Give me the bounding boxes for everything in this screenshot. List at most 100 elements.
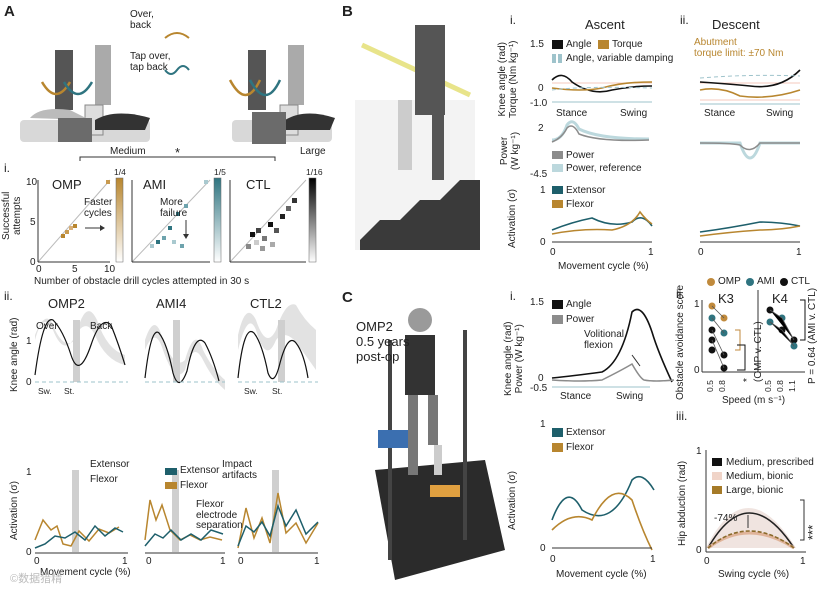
legend-tap: Tap over, tap back xyxy=(130,51,171,73)
phase-stance-b1: Stance xyxy=(556,108,588,119)
legend-omp: OMP xyxy=(718,276,741,287)
obstacle-medium-label: Medium xyxy=(110,146,146,157)
legend-variable-b: Angle, variable damping xyxy=(566,53,674,64)
ytick-knee-1: 1 xyxy=(26,336,32,347)
legend-dot-ctl xyxy=(780,278,788,286)
xtick-speed-0.8b: 0.8 xyxy=(775,380,785,392)
xtick-c-0: 0 xyxy=(550,554,556,565)
legend-swatch-angle-c xyxy=(552,300,563,309)
annotation-minus-74: -74% xyxy=(714,513,738,524)
title-ascent: Ascent xyxy=(585,17,625,32)
legend-power-b: Power xyxy=(566,150,595,161)
panel-label-b: B xyxy=(342,3,353,20)
legend-swatch-flexor-c xyxy=(552,443,563,452)
panel-c-iii-label: iii. xyxy=(676,409,688,423)
legend-dot-omp xyxy=(707,278,715,286)
group-k3: K3 xyxy=(718,291,734,306)
xtick-a-0: 0 xyxy=(34,556,40,567)
ytick-act-b-1: 1 xyxy=(540,185,546,196)
xtick-a-3: 1 xyxy=(220,556,226,567)
xtick-hip-1: 1 xyxy=(800,556,806,567)
sig-hip: *** xyxy=(805,524,820,540)
descent-activation-plot xyxy=(699,221,801,243)
legend-medium-prescribed: Medium, prescribed xyxy=(726,457,814,468)
ytick-c-1.5: 1.5 xyxy=(530,297,544,308)
legend-extensor-a: Extensor xyxy=(90,459,130,470)
ylabel-activation-a: Activation (σ) xyxy=(9,481,20,540)
subject-label: OMP2 0.5 years post-op xyxy=(356,319,410,364)
legend-extensor-b: Extensor xyxy=(566,185,606,196)
ylabel-activation-b: Activation (σ) xyxy=(507,189,518,248)
tap-glyph xyxy=(164,65,190,75)
obstacle-score-scatter xyxy=(701,290,806,373)
phase-swing-c: Swing xyxy=(616,391,644,402)
panel-b-i-label: i. xyxy=(510,13,516,27)
phase-sw-2: Sw. xyxy=(244,386,258,396)
ytick-b-0: 0 xyxy=(538,83,544,94)
ascent-angle-plot xyxy=(551,74,653,103)
legend-extensor-c: Extensor xyxy=(566,427,606,438)
xtick-b-1: 1 xyxy=(648,247,654,258)
group-k4: K4 xyxy=(772,291,788,306)
watermark: ©数据猎精 xyxy=(10,573,63,585)
heatmap-omp xyxy=(37,179,111,263)
sig-ami-ctl: P = 0.64 (AMI v. CTL) xyxy=(807,287,818,384)
significance-bracket xyxy=(79,156,276,161)
legend-swatch-flexor-a xyxy=(165,482,177,489)
ylabel-obstacle-score: Obstacle avoidance score xyxy=(675,284,686,400)
ytick-5: 5 xyxy=(30,217,36,228)
group-title-ctl: CTL xyxy=(246,177,271,192)
ylabel-angle-power-c: Knee angle (rad) Power (W kg⁻¹) xyxy=(503,321,525,397)
xlabel-movement-cycle-a: Movement cycle (%) xyxy=(40,567,131,578)
legend-angle-c: Angle xyxy=(566,299,592,310)
panel-c-i-label: i. xyxy=(510,289,516,303)
legend-swatch-power-b xyxy=(552,151,563,159)
obstacle-large-label: Large xyxy=(300,146,326,157)
panel-b-ii-label: ii. xyxy=(680,13,689,27)
colorbar-ami xyxy=(213,177,222,263)
phase-swing-b2: Swing xyxy=(766,108,794,119)
legend-angle-b: Angle xyxy=(566,39,592,50)
ylabel-knee-angle-a: Knee angle (rad) xyxy=(9,317,20,393)
phase-stance-c: Stance xyxy=(560,391,592,402)
legend-ami: AMI xyxy=(757,276,775,287)
ylabel-activation-c: Activation (σ) xyxy=(507,471,518,530)
xlabel-drill-cycles: Number of obstacle drill cycles attempte… xyxy=(34,276,250,287)
legend-swatch-flexor-b xyxy=(552,200,563,208)
legend-swatch-extensor-a xyxy=(165,468,177,475)
xlabel-swing-cycle: Swing cycle (%) xyxy=(718,569,790,580)
ytick-power-2: 2 xyxy=(538,123,544,134)
colorbar-omp xyxy=(115,177,124,263)
panel-label-a: A xyxy=(4,3,15,20)
knee-angle-ctl2 xyxy=(237,304,318,383)
xlabel-movement-cycle-c: Movement cycle (%) xyxy=(556,569,647,580)
ytick-act-0: 0 xyxy=(26,547,32,558)
knee-angle-ami4 xyxy=(144,320,225,390)
xtick-speed-0.5b: 0.5 xyxy=(763,380,773,392)
legend-swatch-variable-b xyxy=(552,54,556,63)
ytick-c-0: 0 xyxy=(538,373,544,384)
cbar-max-ctl: 1/16 xyxy=(306,167,323,177)
heatmap-ctl xyxy=(229,179,307,263)
cbar-max-ami: 1/5 xyxy=(214,167,226,177)
xtick-10: 10 xyxy=(104,264,116,275)
illustration-leg-medium xyxy=(20,45,150,142)
ytick-knee-0: 0 xyxy=(26,377,32,388)
xtick-5: 5 xyxy=(72,264,78,275)
legend-swatch-medium-bionic xyxy=(712,472,722,480)
activation-ctl2 xyxy=(237,470,319,552)
legend-swatch-torque-b xyxy=(598,40,609,49)
legend-torque-b: Torque xyxy=(612,39,643,50)
abutment-note: Abutment torque limit: ±70 Nm xyxy=(694,37,784,59)
annotation-faster-cycles: Faster cycles xyxy=(84,197,113,219)
xtick-hip-0: 0 xyxy=(704,556,710,567)
xlabel-movement-cycle-b: Movement cycle (%) xyxy=(558,261,649,272)
ascent-activation-plot xyxy=(551,210,653,243)
panel-a-ii-label: ii. xyxy=(4,289,13,303)
phase-swing-b1: Swing xyxy=(620,108,648,119)
annotation-impact-artifacts: Impact artifacts xyxy=(222,459,258,481)
phase-st-1: St. xyxy=(64,386,75,396)
ascent-power-plot xyxy=(551,120,650,143)
xtick-speed-0.5a: 0.5 xyxy=(705,380,715,392)
